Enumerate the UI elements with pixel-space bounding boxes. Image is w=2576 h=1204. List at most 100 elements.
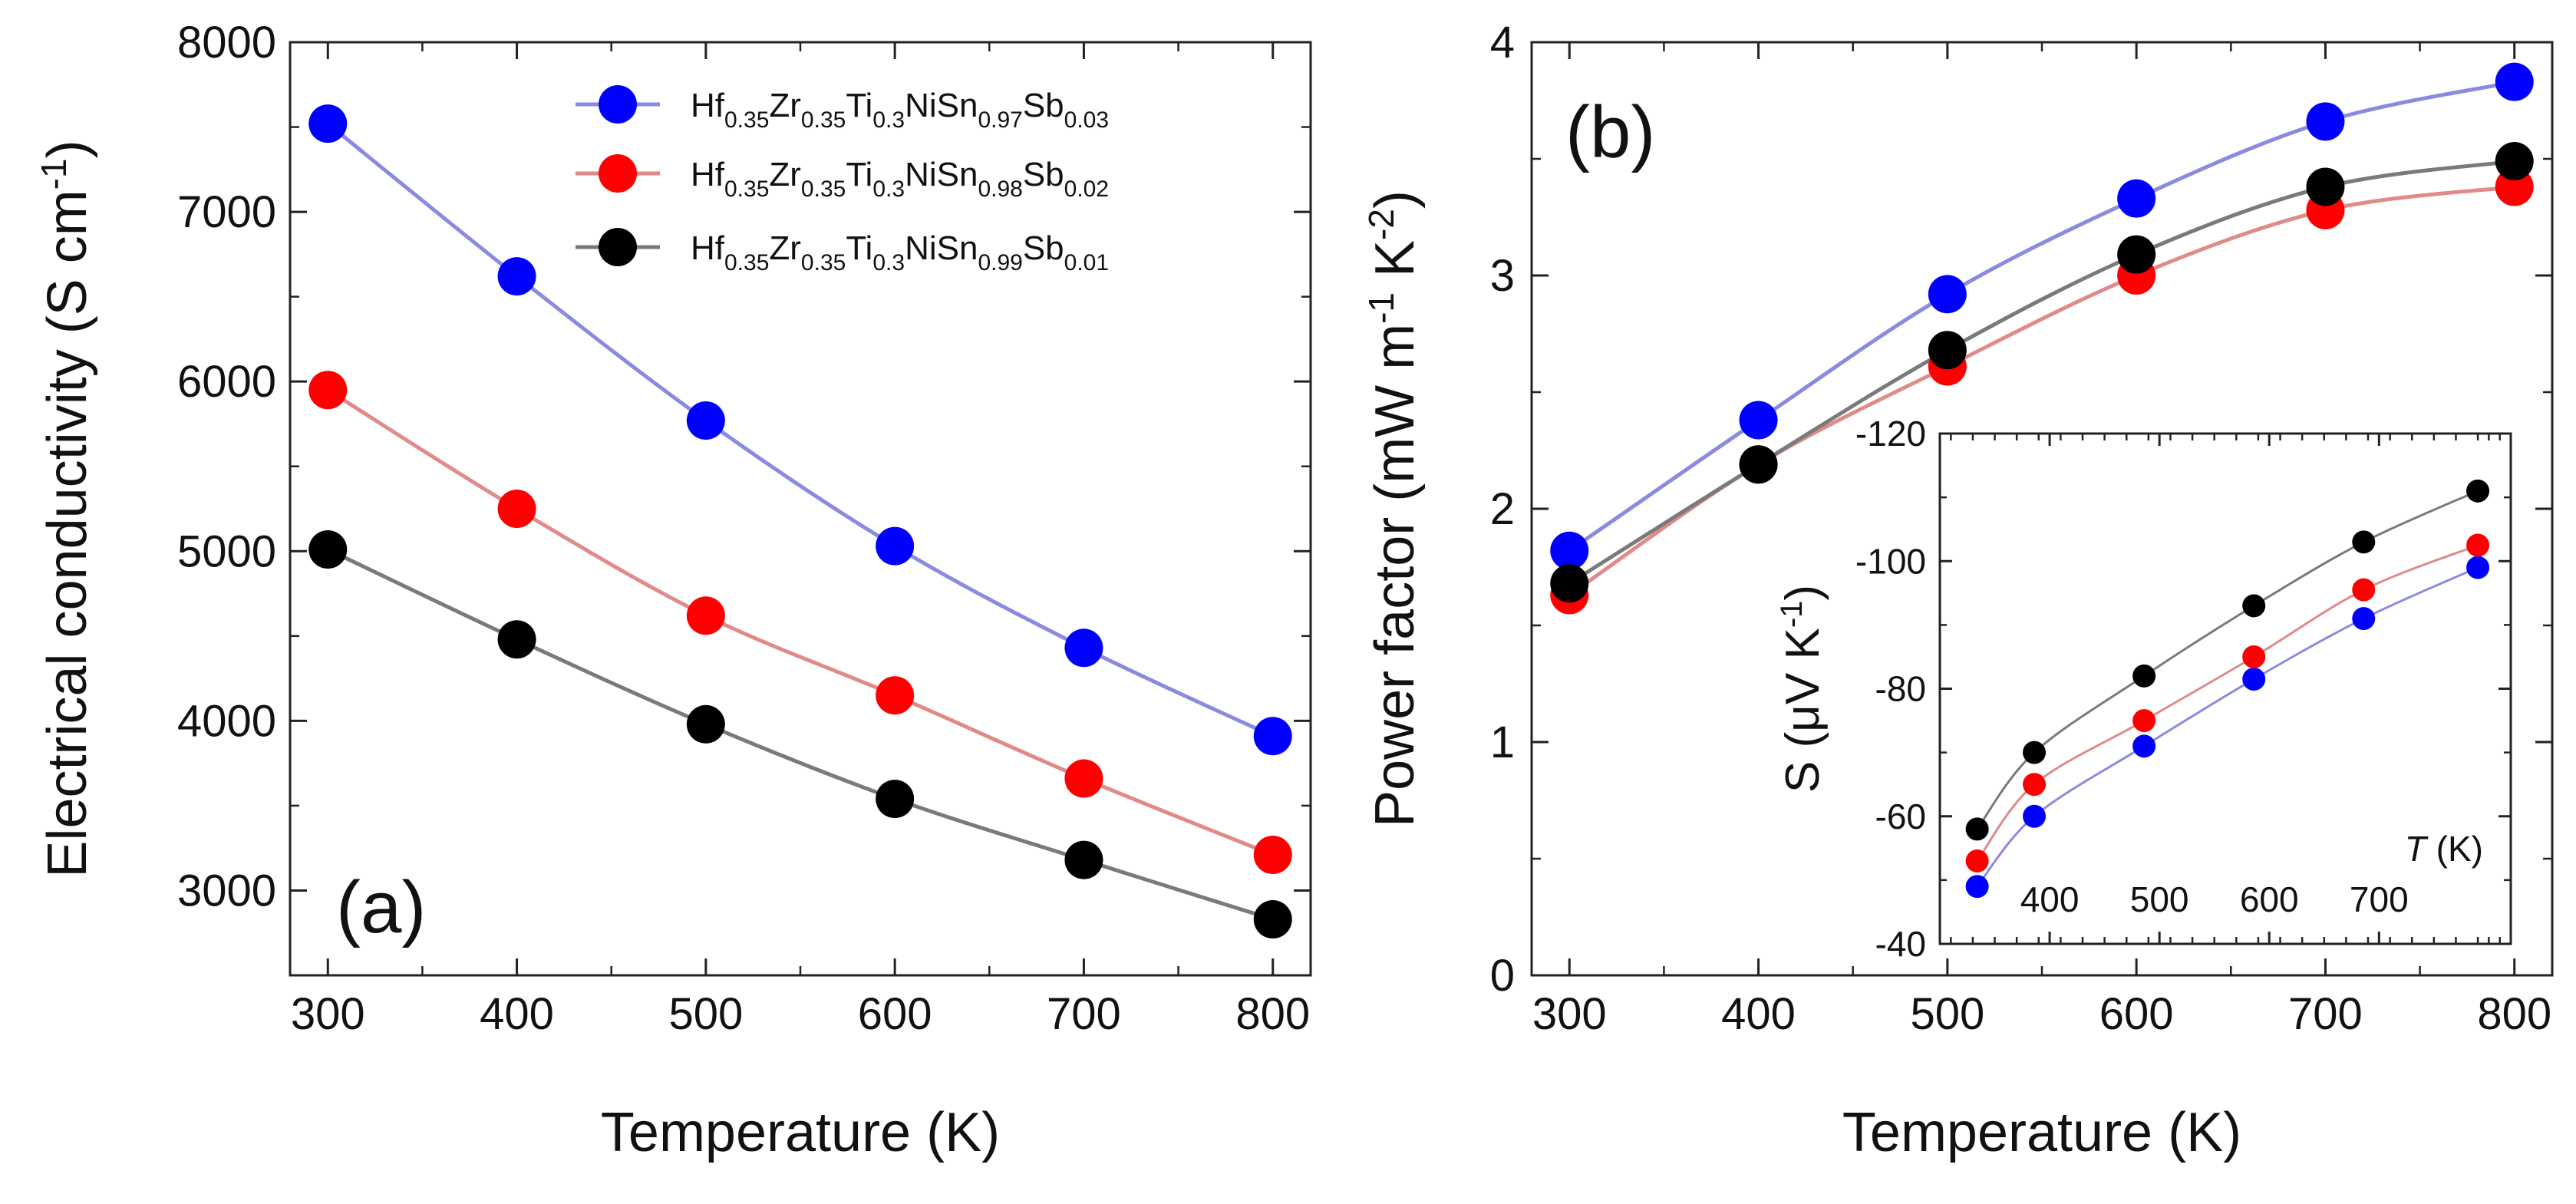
b-y-tick-label: 4 (1490, 18, 1515, 68)
inset-data-point-1 (2242, 645, 2266, 668)
a-legend-text-part: NiSn (905, 156, 978, 193)
a-legend-text-part: Hf (691, 229, 725, 267)
a-data-point-1 (497, 490, 536, 528)
a-legend-subscript: 0.3 (872, 176, 905, 202)
inset-y-axis-title-close: ) (1776, 585, 1829, 601)
a-legend-subscript: 0.35 (724, 250, 769, 275)
panel-b-power-factor-chart: 300 400 500 600 700 800 0 1 2 3 4 Temperature (K) Po… (1361, 18, 2554, 1163)
b-y-axis-title-mid: K (1364, 240, 1426, 292)
inset-data-point-0 (2352, 607, 2376, 631)
inset-data-point-2 (2466, 479, 2490, 503)
panel-a-conductivity-chart: 300 400 500 600 700 800 3000 4000 5000 6000 7000 80… (34, 18, 1312, 1163)
inset-data-point-2 (2023, 741, 2047, 764)
a-data-point-2 (1064, 840, 1103, 879)
a-y-tick-label: 6000 (177, 357, 276, 407)
a-data-point-1 (1064, 759, 1103, 798)
a-legend-subscript: 0.3 (872, 250, 905, 275)
inset-data-point-1 (1965, 849, 1989, 872)
inset-data-point-2 (2132, 664, 2156, 688)
a-legend-marker-1 (599, 154, 637, 193)
a-legend-text-part: Sb (1023, 156, 1064, 193)
a-y-tick-label: 8000 (177, 18, 276, 68)
b-y-tick-label: 0 (1490, 951, 1515, 1001)
a-y-tick-label: 7000 (177, 187, 276, 237)
b-y-axis-title-close: ) (1364, 190, 1426, 209)
inset-data-point-0 (2242, 668, 2266, 691)
inset-data-point-0 (1965, 875, 1989, 899)
inset-data-point-2 (1965, 817, 1989, 841)
a-legend-subscript: 0.02 (1064, 176, 1109, 202)
a-x-tick-label: 300 (291, 989, 365, 1039)
inset-data-point-2 (2242, 594, 2266, 618)
b-x-tick-label: 600 (2099, 989, 2174, 1039)
b-data-point-2 (1550, 564, 1589, 603)
a-legend-label-0: Hf0.35Zr0.35Ti0.3NiSn0.97Sb0.03 (691, 87, 1109, 133)
b-data-point-0 (1550, 531, 1589, 570)
a-legend-subscript: 0.3 (872, 107, 905, 133)
b-data-point-0 (1739, 401, 1778, 440)
a-data-point-1 (1253, 836, 1292, 875)
a-legend-subscript: 0.03 (1064, 107, 1109, 133)
inset-y-tick-label: -40 (1875, 924, 1926, 964)
inset-data-point-1 (2023, 773, 2047, 797)
b-x-tick-label: 800 (2477, 989, 2551, 1039)
a-legend-subscript: 0.97 (978, 107, 1022, 133)
a-y-axis-title-sup: -1 (34, 158, 74, 190)
a-y-tick-label: 3000 (177, 866, 276, 915)
inset-x-tick-label: 500 (2130, 879, 2189, 919)
a-series-line-2 (327, 547, 1274, 922)
a-legend-label-1: Hf0.35Zr0.35Ti0.3NiSn0.98Sb0.02 (691, 156, 1109, 202)
a-legend-text-part: Zr (769, 229, 801, 267)
a-data-point-1 (308, 371, 348, 410)
b-x-tick-label: 500 (1910, 989, 1984, 1039)
a-x-tick-label: 500 (668, 989, 743, 1039)
inset-y-tick-label: -80 (1875, 669, 1926, 709)
a-y-axis-title: Electrical conductivity (S cm-1) (34, 140, 98, 877)
inset-data-point-1 (2466, 533, 2490, 557)
b-data-point-0 (2117, 179, 2156, 218)
b-y-axis-title-sup1: -1 (1361, 292, 1401, 324)
a-legend-subscript: 0.01 (1064, 250, 1109, 275)
a-data-point-1 (876, 676, 915, 715)
inset-data-point-1 (2352, 578, 2376, 602)
a-legend-marker-0 (599, 85, 637, 124)
a-legend-text-part: Zr (769, 87, 801, 124)
a-data-point-2 (497, 620, 536, 659)
inset-y-axis-title-sup: -1 (1775, 601, 1809, 628)
b-x-axis-title: Temperature (K) (1842, 1102, 2241, 1163)
inset-y-tick-label: -120 (1855, 414, 1926, 454)
b-x-tick-label: 400 (1721, 989, 1796, 1039)
a-legend-text-part: Ti (846, 156, 872, 193)
a-legend-label-2: Hf0.35Zr0.35Ti0.3NiSn0.99Sb0.01 (691, 229, 1109, 275)
b-y-tick-label: 1 (1490, 717, 1515, 767)
b-x-tick-label: 700 (2288, 989, 2363, 1039)
b-data-point-0 (1928, 275, 1967, 314)
inset-data-point-1 (2132, 709, 2156, 733)
inset-data-point-0 (2023, 804, 2047, 828)
a-data-point-2 (876, 780, 915, 819)
a-y-tick-label: 4000 (177, 696, 276, 746)
a-legend-text-part: Hf (691, 87, 725, 124)
a-legend-subscript: 0.35 (801, 250, 846, 275)
a-series-line-0 (326, 122, 1274, 738)
a-x-tick-label: 800 (1235, 989, 1310, 1039)
inset-y-tick-label: -60 (1875, 797, 1926, 836)
a-legend-subscript: 0.35 (801, 176, 846, 202)
inset-x-axis-title-italic: T (2405, 829, 2429, 869)
a-legend-text-part: Sb (1023, 87, 1064, 124)
a-x-tick-label: 600 (858, 989, 932, 1039)
a-data-point-1 (686, 596, 725, 635)
a-legend-subscript: 0.99 (978, 250, 1022, 275)
a-y-axis-title-main: Electrical conductivity (S cm (37, 190, 98, 877)
a-x-axis-title: Temperature (K) (601, 1102, 1000, 1163)
a-data-point-2 (308, 530, 348, 569)
b-data-point-0 (2306, 102, 2345, 141)
a-legend-text-part: Zr (769, 156, 801, 193)
a-legend-subscript: 0.35 (724, 176, 769, 202)
inset-x-tick-label: 700 (2350, 879, 2409, 919)
a-legend-text-part: Ti (846, 229, 872, 267)
a-legend-text-part: NiSn (905, 87, 978, 124)
b-data-point-0 (2495, 62, 2534, 101)
inset-data-point-0 (2466, 556, 2490, 579)
b-data-point-2 (1739, 445, 1778, 484)
